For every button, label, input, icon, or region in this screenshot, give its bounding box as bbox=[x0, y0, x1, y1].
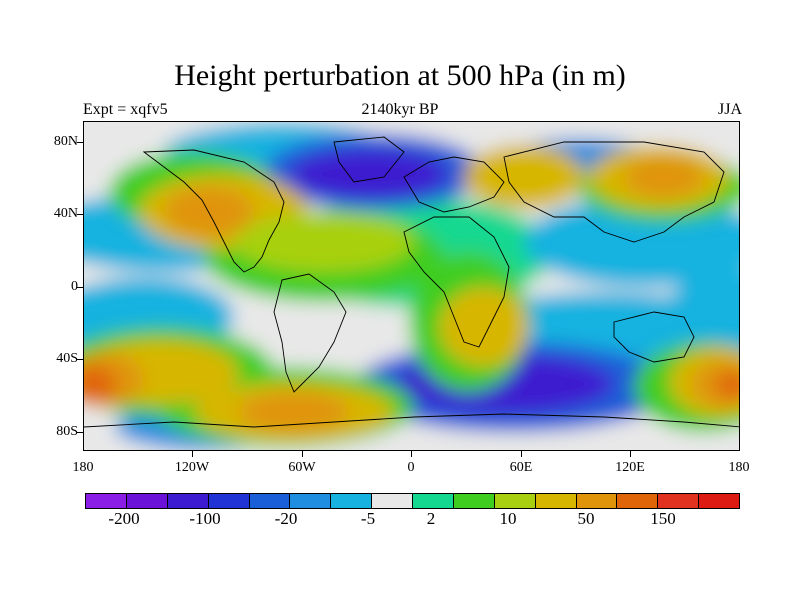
field-orange-antarctic bbox=[239, 392, 349, 432]
field-yellow-atlantic bbox=[234, 212, 414, 272]
colorbar-swatch bbox=[208, 494, 250, 508]
lat-tick-mark bbox=[77, 359, 83, 360]
field-yellow-europe bbox=[464, 145, 584, 209]
lon-tick-mark bbox=[630, 451, 631, 457]
colorbar-swatch bbox=[535, 494, 577, 508]
field-red-east-edge bbox=[716, 371, 739, 399]
coast-greenland bbox=[333, 136, 405, 183]
colorbar-label: -100 bbox=[189, 509, 221, 528]
lon-tick-mark bbox=[192, 451, 193, 457]
lat-tick-mark bbox=[77, 432, 83, 433]
colorbar-label: -20 bbox=[274, 509, 298, 528]
coast-europe bbox=[403, 156, 505, 213]
field-red-west-edge bbox=[84, 366, 116, 402]
colorbar-swatch bbox=[372, 494, 413, 508]
coast-africa bbox=[403, 216, 510, 348]
lon-tick-mark bbox=[521, 451, 522, 457]
colorbar bbox=[85, 493, 740, 509]
colorbar-label: -5 bbox=[360, 509, 376, 528]
experiment-label: Expt = xqfv5 bbox=[83, 101, 168, 118]
colorbar-swatch bbox=[249, 494, 291, 508]
colorbar-swatch bbox=[453, 494, 495, 508]
lon-tick-60e: 60E bbox=[509, 460, 533, 475]
colorbar-swatch bbox=[576, 494, 618, 508]
field-deep-blue-north-atlantic bbox=[289, 149, 449, 199]
colorbar-label: 150 bbox=[650, 509, 676, 528]
colorbar-swatch bbox=[86, 494, 127, 508]
lat-tick-80n: 80N bbox=[53, 134, 78, 149]
coast-asia bbox=[503, 141, 725, 243]
map-panel bbox=[83, 121, 740, 451]
colorbar-swatch bbox=[290, 494, 332, 508]
lat-tick-mark bbox=[77, 287, 83, 288]
field-yellow-south-africa bbox=[439, 287, 529, 367]
colorbar-swatch bbox=[494, 494, 536, 508]
lat-tick-0: 0 bbox=[71, 279, 78, 294]
coast-australia bbox=[613, 311, 695, 363]
lat-tick-40s: 40S bbox=[56, 351, 78, 366]
contour-map bbox=[84, 122, 739, 450]
coast-antarctica bbox=[84, 413, 739, 428]
colorbar-label: -200 bbox=[108, 509, 140, 528]
lon-tick-0: 0 bbox=[407, 460, 415, 475]
colorbar-label: 2 bbox=[426, 509, 436, 528]
lon-tick-mark bbox=[411, 451, 412, 457]
period-label: 2140kyr BP bbox=[361, 101, 439, 118]
lat-tick-40n: 40N bbox=[53, 206, 78, 221]
colorbar-label: 50 bbox=[577, 509, 595, 528]
lat-tick-mark bbox=[77, 142, 83, 143]
colorbar-swatch bbox=[126, 494, 168, 508]
lon-tick-120e: 120E bbox=[615, 460, 645, 475]
map-title: Height perturbation at 500 hPa (in m) bbox=[174, 59, 626, 92]
colorbar-swatch bbox=[617, 494, 659, 508]
lon-tick-mark bbox=[302, 451, 303, 457]
colorbar-swatch bbox=[413, 494, 454, 508]
colorbar-swatch bbox=[331, 494, 373, 508]
colorbar-swatch bbox=[658, 494, 700, 508]
lat-tick-80s: 80S bbox=[56, 424, 78, 439]
coast-north-america bbox=[142, 149, 285, 273]
lon-tick-60w: 60W bbox=[288, 460, 316, 475]
colorbar-label: 10 bbox=[499, 509, 517, 528]
lat-tick-mark bbox=[77, 214, 83, 215]
lon-tick-180w: 180 bbox=[72, 460, 94, 475]
coast-south-america bbox=[273, 273, 347, 393]
colorbar-swatch bbox=[699, 494, 739, 508]
field-orange-east-asia bbox=[624, 157, 704, 197]
colorbar-swatch bbox=[167, 494, 209, 508]
season-label: JJA bbox=[717, 101, 742, 118]
lon-tick-180e: 180 bbox=[728, 460, 750, 475]
coastlines bbox=[84, 136, 739, 428]
lon-tick-120w: 120W bbox=[174, 460, 210, 475]
